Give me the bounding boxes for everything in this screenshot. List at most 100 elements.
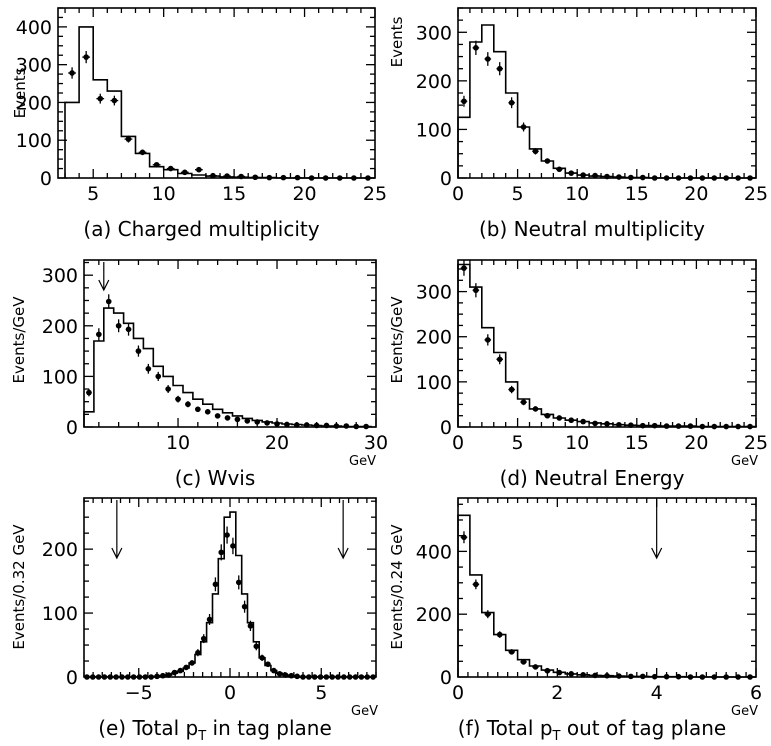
data-point [520, 122, 527, 132]
x-tick-label: 0 [224, 682, 236, 704]
mc-histogram-f [457, 514, 756, 678]
data-point [224, 415, 231, 421]
y-axis-label: Events [388, 16, 406, 67]
x-tick-label: 20 [684, 183, 708, 205]
panel-a: 5 10 15 20 25 0 100 200 300 400 Events (a) Charged … [11, 7, 387, 241]
data-marker [508, 386, 515, 393]
x-tick-label: 20 [265, 432, 289, 454]
x-tick-label: 10 [565, 432, 589, 454]
data-point [177, 667, 184, 674]
x-tick-label: 5 [512, 183, 524, 205]
mc-histogram-d [457, 263, 757, 428]
data-point [615, 421, 623, 428]
x-tick-label: −5 [125, 682, 153, 704]
data-point [152, 161, 161, 168]
data-point [96, 93, 105, 104]
x-tick-label: 5 [87, 183, 99, 205]
data-point [155, 371, 162, 381]
caption-rest: in tag plane [206, 716, 332, 740]
arrow-head [98, 279, 110, 292]
panel-caption-d: (d) Neutral Energy [500, 466, 685, 490]
data-point [264, 420, 270, 426]
x-tick-label: 10 [152, 183, 176, 205]
data-marker [153, 161, 160, 168]
data-point [472, 579, 480, 590]
data-marker [485, 337, 491, 343]
x-tick-label: 20 [292, 183, 316, 205]
data-point [183, 664, 189, 671]
data-marker [556, 415, 563, 421]
data-marker [496, 356, 503, 363]
data-point [235, 575, 242, 590]
cut-arrow [98, 262, 110, 292]
data-marker [616, 174, 622, 180]
data-marker [96, 331, 102, 338]
data-point [508, 649, 515, 655]
x-tick-label: 30 [364, 432, 388, 454]
caption-subscript: T [197, 729, 206, 744]
y-tick-label: 200 [416, 327, 452, 349]
data-point [230, 537, 236, 555]
panel-f: 0 2 4 6 0 200 400 Events/0.24 GeV GeV (f) Total p… [388, 497, 762, 744]
cut-arrow [111, 500, 123, 560]
data-marker [214, 413, 221, 419]
panel-d: 0 5 10 15 20 25 0 100 200 300 Events/GeV GeV (d) Neu… [388, 259, 768, 490]
data-marker [139, 149, 146, 156]
data-marker [508, 649, 515, 655]
data-point [675, 423, 682, 429]
data-point [567, 671, 575, 677]
data-marker [195, 406, 201, 413]
data-marker [189, 660, 195, 666]
data-marker [520, 399, 527, 405]
y-tick-label: 300 [416, 22, 452, 44]
data-marker [235, 579, 242, 586]
y-tick-label: 100 [416, 119, 452, 141]
y-axis-label: Events/GeV [10, 296, 28, 384]
data-point [115, 319, 122, 333]
y-axis-label: Events/GeV [388, 296, 406, 384]
panel-caption-a: (a) Charged multiplicity [83, 217, 319, 241]
data-marker [675, 423, 682, 429]
data-point [544, 158, 551, 164]
data-marker [284, 421, 290, 428]
data-point [204, 409, 211, 415]
data-marker [212, 581, 219, 588]
y-tick-label: 200 [16, 92, 52, 114]
data-point [200, 634, 207, 644]
data-marker [247, 623, 254, 629]
x-tick-label: 0 [452, 432, 464, 454]
data-marker [461, 265, 467, 271]
y-tick-label: 0 [66, 667, 78, 689]
cut-arrow [337, 500, 349, 560]
data-marker [259, 655, 265, 661]
data-marker [485, 611, 491, 617]
y-tick-label: 200 [416, 71, 452, 93]
data-point [166, 165, 175, 172]
data-marker [105, 298, 112, 305]
data-point [556, 415, 563, 421]
panel-caption-c: (c) Wvis [175, 466, 256, 490]
data-marker [183, 664, 189, 671]
data-point [460, 531, 468, 544]
y-tick-label: 100 [42, 366, 78, 388]
data-point [124, 135, 133, 143]
data-marker [125, 326, 132, 333]
y-tick-label: 400 [416, 541, 452, 563]
data-marker [508, 99, 515, 106]
plot-frame-b [457, 7, 757, 179]
arrow-head [337, 547, 349, 560]
arrow-head [651, 547, 663, 560]
data-point [171, 669, 178, 676]
data-marker [532, 406, 539, 412]
y-tick-label: 100 [416, 372, 452, 394]
x-unit-label: GeV [731, 454, 758, 469]
data-point [663, 423, 670, 429]
data-point [591, 420, 599, 427]
data-marker [568, 170, 575, 176]
data-marker [265, 661, 271, 668]
data-marker [532, 148, 539, 155]
data-point [472, 40, 480, 55]
data-point [508, 97, 515, 109]
data-marker [544, 667, 551, 674]
